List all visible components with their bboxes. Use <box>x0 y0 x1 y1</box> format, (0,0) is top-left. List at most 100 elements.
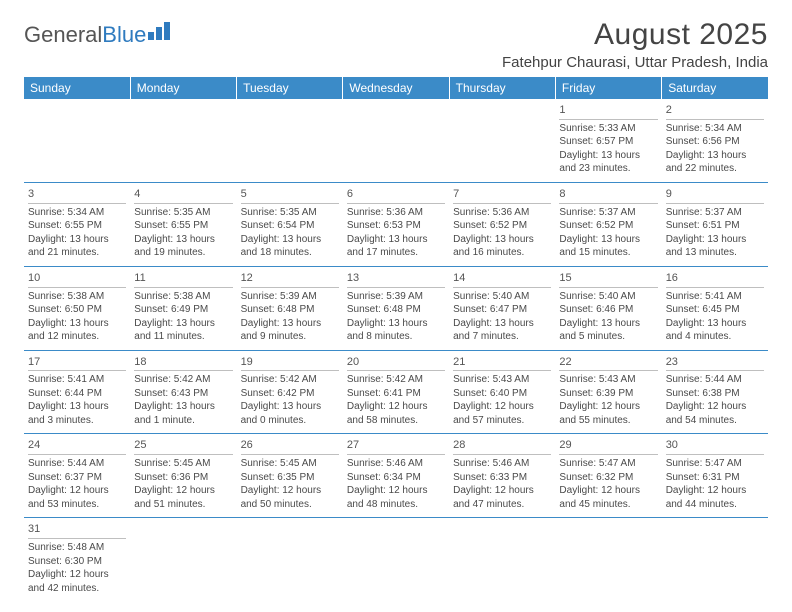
day-number: 1 <box>559 101 657 120</box>
calendar-day-cell <box>343 518 449 601</box>
day-sunrise: Sunrise: 5:39 AM <box>241 290 339 304</box>
day-daylight2: and 0 minutes. <box>241 414 339 428</box>
day-daylight2: and 47 minutes. <box>453 498 551 512</box>
day-daylight1: Daylight: 12 hours <box>347 400 445 414</box>
day-sunset: Sunset: 6:55 PM <box>28 219 126 233</box>
day-sunset: Sunset: 6:43 PM <box>134 387 232 401</box>
day-daylight2: and 51 minutes. <box>134 498 232 512</box>
day-sunrise: Sunrise: 5:48 AM <box>28 541 126 555</box>
day-sunset: Sunset: 6:55 PM <box>134 219 232 233</box>
day-sunrise: Sunrise: 5:43 AM <box>453 373 551 387</box>
day-sunrise: Sunrise: 5:33 AM <box>559 122 657 136</box>
day-sunrise: Sunrise: 5:36 AM <box>347 206 445 220</box>
day-number: 17 <box>28 353 126 372</box>
day-daylight2: and 17 minutes. <box>347 246 445 260</box>
day-daylight1: Daylight: 13 hours <box>347 317 445 331</box>
day-number: 20 <box>347 353 445 372</box>
day-daylight1: Daylight: 12 hours <box>559 400 657 414</box>
day-daylight2: and 11 minutes. <box>134 330 232 344</box>
day-daylight1: Daylight: 12 hours <box>134 484 232 498</box>
day-number: 26 <box>241 436 339 455</box>
day-daylight2: and 13 minutes. <box>666 246 764 260</box>
day-daylight2: and 18 minutes. <box>241 246 339 260</box>
day-number: 27 <box>347 436 445 455</box>
day-daylight2: and 42 minutes. <box>28 582 126 596</box>
day-daylight2: and 8 minutes. <box>347 330 445 344</box>
day-number: 25 <box>134 436 232 455</box>
day-sunrise: Sunrise: 5:40 AM <box>453 290 551 304</box>
calendar-day-cell: 21Sunrise: 5:43 AMSunset: 6:40 PMDayligh… <box>449 350 555 434</box>
weekday-header: Saturday <box>662 77 768 99</box>
day-daylight2: and 4 minutes. <box>666 330 764 344</box>
day-daylight1: Daylight: 12 hours <box>28 484 126 498</box>
day-number: 10 <box>28 269 126 288</box>
day-daylight1: Daylight: 12 hours <box>28 568 126 582</box>
calendar-day-cell: 22Sunrise: 5:43 AMSunset: 6:39 PMDayligh… <box>555 350 661 434</box>
day-daylight2: and 5 minutes. <box>559 330 657 344</box>
day-number: 5 <box>241 185 339 204</box>
calendar-week-row: 31Sunrise: 5:48 AMSunset: 6:30 PMDayligh… <box>24 518 768 601</box>
day-daylight2: and 1 minute. <box>134 414 232 428</box>
day-sunrise: Sunrise: 5:46 AM <box>453 457 551 471</box>
day-daylight2: and 7 minutes. <box>453 330 551 344</box>
calendar-day-cell: 7Sunrise: 5:36 AMSunset: 6:52 PMDaylight… <box>449 182 555 266</box>
title-block: August 2025 Fatehpur Chaurasi, Uttar Pra… <box>502 18 768 71</box>
calendar-day-cell: 24Sunrise: 5:44 AMSunset: 6:37 PMDayligh… <box>24 434 130 518</box>
day-number: 4 <box>134 185 232 204</box>
day-daylight2: and 45 minutes. <box>559 498 657 512</box>
day-daylight1: Daylight: 12 hours <box>666 400 764 414</box>
calendar-day-cell: 31Sunrise: 5:48 AMSunset: 6:30 PMDayligh… <box>24 518 130 601</box>
month-title: August 2025 <box>502 18 768 52</box>
day-sunrise: Sunrise: 5:37 AM <box>559 206 657 220</box>
day-daylight2: and 50 minutes. <box>241 498 339 512</box>
day-sunset: Sunset: 6:52 PM <box>453 219 551 233</box>
weekday-header: Sunday <box>24 77 130 99</box>
day-daylight1: Daylight: 13 hours <box>559 317 657 331</box>
logo-text-1: General <box>24 22 102 48</box>
day-daylight1: Daylight: 13 hours <box>453 317 551 331</box>
day-sunset: Sunset: 6:44 PM <box>28 387 126 401</box>
calendar-day-cell <box>449 99 555 182</box>
day-sunrise: Sunrise: 5:42 AM <box>134 373 232 387</box>
day-sunset: Sunset: 6:54 PM <box>241 219 339 233</box>
day-sunrise: Sunrise: 5:45 AM <box>241 457 339 471</box>
day-sunset: Sunset: 6:47 PM <box>453 303 551 317</box>
day-sunrise: Sunrise: 5:46 AM <box>347 457 445 471</box>
calendar-day-cell: 17Sunrise: 5:41 AMSunset: 6:44 PMDayligh… <box>24 350 130 434</box>
day-sunset: Sunset: 6:51 PM <box>666 219 764 233</box>
calendar-day-cell: 23Sunrise: 5:44 AMSunset: 6:38 PMDayligh… <box>662 350 768 434</box>
day-daylight1: Daylight: 13 hours <box>241 233 339 247</box>
day-sunset: Sunset: 6:35 PM <box>241 471 339 485</box>
calendar-day-cell <box>130 99 236 182</box>
day-daylight1: Daylight: 12 hours <box>347 484 445 498</box>
day-sunset: Sunset: 6:41 PM <box>347 387 445 401</box>
day-number: 14 <box>453 269 551 288</box>
logo-text-2: Blue <box>102 22 146 48</box>
day-daylight1: Daylight: 13 hours <box>28 400 126 414</box>
day-daylight1: Daylight: 12 hours <box>559 484 657 498</box>
day-daylight1: Daylight: 12 hours <box>453 400 551 414</box>
day-daylight2: and 48 minutes. <box>347 498 445 512</box>
day-sunrise: Sunrise: 5:35 AM <box>134 206 232 220</box>
day-daylight2: and 19 minutes. <box>134 246 232 260</box>
calendar-day-cell <box>237 518 343 601</box>
calendar-week-row: 24Sunrise: 5:44 AMSunset: 6:37 PMDayligh… <box>24 434 768 518</box>
calendar-day-cell <box>662 518 768 601</box>
day-sunset: Sunset: 6:53 PM <box>347 219 445 233</box>
day-daylight2: and 22 minutes. <box>666 162 764 176</box>
day-number: 19 <box>241 353 339 372</box>
calendar-week-row: 1Sunrise: 5:33 AMSunset: 6:57 PMDaylight… <box>24 99 768 182</box>
calendar-day-cell: 15Sunrise: 5:40 AMSunset: 6:46 PMDayligh… <box>555 266 661 350</box>
calendar-day-cell <box>555 518 661 601</box>
calendar-day-cell: 12Sunrise: 5:39 AMSunset: 6:48 PMDayligh… <box>237 266 343 350</box>
calendar-day-cell: 30Sunrise: 5:47 AMSunset: 6:31 PMDayligh… <box>662 434 768 518</box>
day-number: 31 <box>28 520 126 539</box>
day-daylight1: Daylight: 12 hours <box>453 484 551 498</box>
calendar-day-cell: 2Sunrise: 5:34 AMSunset: 6:56 PMDaylight… <box>662 99 768 182</box>
day-sunset: Sunset: 6:45 PM <box>666 303 764 317</box>
day-sunrise: Sunrise: 5:41 AM <box>28 373 126 387</box>
day-daylight1: Daylight: 13 hours <box>666 317 764 331</box>
day-daylight2: and 58 minutes. <box>347 414 445 428</box>
day-sunrise: Sunrise: 5:38 AM <box>28 290 126 304</box>
day-number: 16 <box>666 269 764 288</box>
